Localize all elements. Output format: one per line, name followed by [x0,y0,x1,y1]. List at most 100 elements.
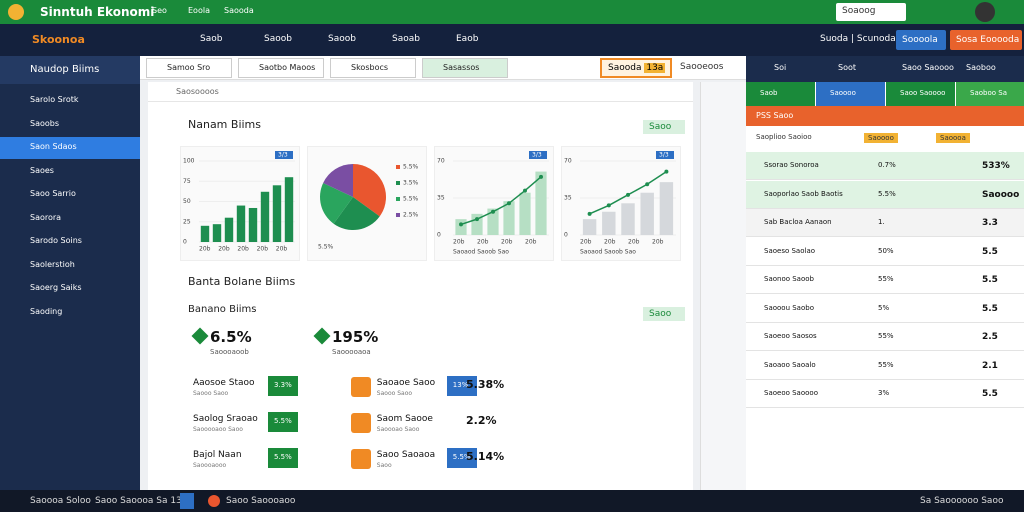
nav-bar: Skoonoa Suoda | Scunoda Soooola Sosa Eoo… [0,24,1024,56]
table-top-item[interactable]: Saoboo [966,63,996,72]
app-title: Sinntuh Ekonomi [40,5,155,19]
table-header: Saoooa [936,133,970,143]
icon [350,377,371,397]
table-row[interactable]: Saoeso Saolao 50% 5.5 [746,237,1024,266]
sidebar-item[interactable]: Sarodo Soins [30,236,82,245]
chart: 5.5% 3.5% 5.5% 2.5% 5.5% [318,164,419,251]
row-badge: 5.5% [268,448,298,468]
row-name: Saom Saooe [376,414,433,424]
nav-item[interactable]: Eaob [456,34,479,44]
task-icon[interactable] [180,493,194,509]
nav-item[interactable]: Saoab [392,34,420,44]
caption: Saoaod Saoob Sao [453,249,509,256]
button[interactable]: Saoo [643,120,685,134]
filter[interactable]: Samoo Sro [146,58,232,78]
kpi-label: Saoooaoob [210,348,249,356]
nav-link[interactable]: Seo [152,6,167,15]
x-tick-label: 20b [628,239,640,246]
sidebar-item[interactable]: Saorora [30,212,62,222]
search[interactable]: Saosoooos [148,82,693,102]
task-item[interactable]: Saoooa Soloo [30,496,91,506]
point [491,209,495,214]
pie-slice [333,197,380,230]
section-title: Banta Bolane Biims [188,275,296,288]
kpi-label: Saooooaoa [332,348,371,356]
sidebar-item[interactable]: Saoo Sarrio [30,189,76,198]
table-row[interactable]: Saoaoo Saoalo 55% 2.1 [746,351,1024,380]
table-row[interactable]: Sab Bacloa Aanaon 1. 3.3 [746,209,1024,237]
tab[interactable]: Saoooo [816,82,885,106]
button[interactable]: Saoo [643,307,685,321]
legend-swatch [396,197,400,201]
bar [200,225,210,242]
metric: 5.38% [466,378,505,391]
table-cell: Saooou Saobo [764,303,814,312]
search[interactable]: Soaoog [836,3,906,21]
export[interactable]: Saooeoos [680,62,724,72]
table-row[interactable]: Saoeoo Saosos 55% 2.5 [746,323,1024,351]
kpi-value: 195% [332,328,379,346]
filter[interactable]: Saotbo Maoos [238,58,324,78]
table-row[interactable]: Saooou Saobo 5% 5.5 [746,294,1024,323]
bar [455,219,467,235]
table-row[interactable]: Saonoo Saoob 55% 5.5 [746,266,1024,294]
logo-icon [8,4,24,20]
badge[interactable]: Saooda 13a [600,58,672,78]
x-tick-label: 20b [501,239,513,246]
icon [350,449,371,469]
caption: Saoaod Saoob Sao [580,249,636,256]
point [507,201,511,206]
table-row[interactable]: Saoporlao Saob Baotis 5.5% Saoooo [746,180,1024,209]
table-cell: 5.5 [982,246,998,257]
account[interactable]: Suoda | Scunoda [820,34,896,44]
table-cell: Ssorao Sonoroa [764,161,819,169]
task-item[interactable]: Saoo Saoooa Sa 13 [95,496,182,506]
filter[interactable]: Sasassos [422,58,508,78]
table-cell: Saoaoo Saoalo [764,360,816,369]
sidebar-item[interactable]: Saoerg Saiks [30,283,82,292]
bar [260,191,270,242]
table-row[interactable]: Saoeoo Saoooo 3% 5.5 [746,380,1024,408]
subtab[interactable]: PSS Saoo [746,106,1024,126]
table-top-item[interactable]: Soot [838,63,857,72]
badge-bg [529,151,547,159]
table-cell: 5.5% [878,189,896,198]
tab[interactable]: Saoboo Sa [956,82,1024,106]
tab[interactable]: Saob [746,82,815,106]
chart: 0 25 50 75 100 3/3 20b 20b 20b 20b 20b [183,151,295,253]
sidebar-item[interactable]: Saoobs [30,118,60,128]
section-title: Nanam Biims [188,118,261,131]
table-cell: Saoeoo Saoooo [764,389,818,397]
table-top-item[interactable]: Saoo Saoooo [902,63,954,72]
nav-item[interactable]: Saoob [264,34,292,44]
bar [602,211,616,235]
sidebar-item[interactable]: Saolerstioh [30,259,75,269]
metric: 2.2% [466,414,497,427]
sidebar-item[interactable]: Saon Sdaos [0,137,140,159]
table-row[interactable]: Ssorao Sonoroa 0.7% 533% [746,152,1024,180]
nav-item[interactable]: Saoob [328,34,356,44]
task-icon[interactable] [208,495,220,507]
sidebar-item[interactable]: Saoes [30,165,54,175]
row-name: Aaosoe Staoo [193,378,255,388]
legend-swatch [396,165,400,169]
table-cell: Saoooo [982,189,1020,200]
y-tick-label: 0 [564,232,568,239]
nav-item[interactable]: Saob [200,34,223,44]
button[interactable]: Soooola [896,30,946,50]
avatar[interactable] [975,2,995,22]
table-top-item[interactable]: Soi [774,63,787,72]
filter[interactable]: Skosbocs [330,58,416,78]
row-name: Saoaoe Saoo [376,378,436,388]
task-item[interactable]: Saoo Saoooaoo [226,496,296,506]
button[interactable]: Sosa Eooooda [950,30,1022,50]
nav-link[interactable]: Eoola [188,6,210,15]
tab[interactable]: Saoo Saoooo [886,82,955,106]
pie-slice [320,182,353,224]
sidebar-item[interactable]: Saoding [30,306,63,316]
badge: 3/3 [659,152,669,159]
table-cell: Saoporlao Saob Baotis [764,189,843,198]
table-cell: 55% [878,275,894,283]
nav-link[interactable]: Saooda [224,6,254,15]
sidebar-item[interactable]: Sarolo Srotk [30,95,79,104]
